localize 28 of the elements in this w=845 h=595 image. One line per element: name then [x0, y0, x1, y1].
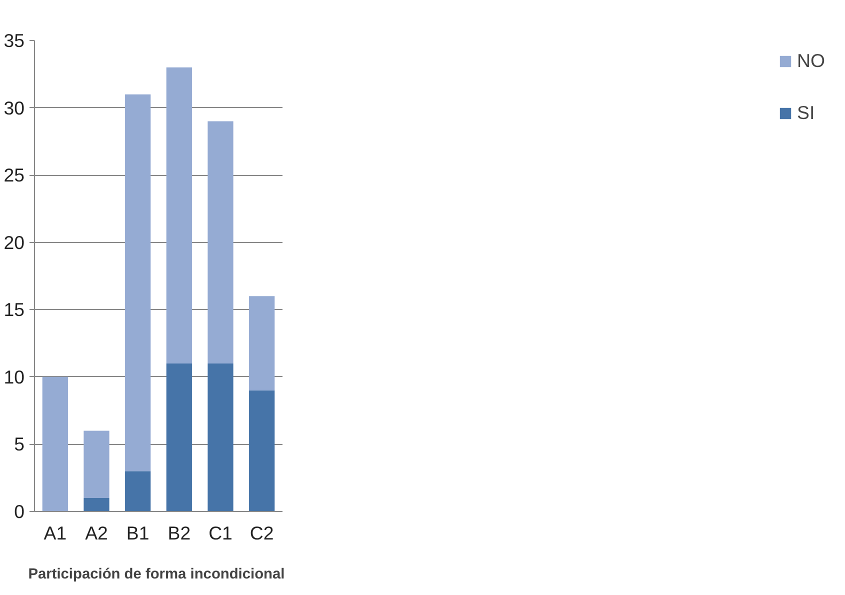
x-tick-label: A2 — [85, 522, 108, 544]
legend-label: SI — [797, 102, 816, 124]
y-tick-label: 25 — [4, 164, 25, 186]
bar — [84, 430, 110, 498]
bar — [208, 121, 234, 364]
y-tick-label: 15 — [4, 299, 25, 320]
bar — [249, 296, 275, 390]
y-tick-label: 10 — [4, 366, 25, 388]
bar — [166, 67, 192, 364]
y-tick-label: 30 — [4, 97, 25, 118]
y-tick-label: 35 — [4, 30, 25, 51]
bar — [125, 94, 151, 472]
x-axis-title: Participación de forma incondicional — [28, 566, 285, 582]
y-tick-label: 0 — [14, 501, 25, 522]
bar — [249, 390, 275, 512]
x-tick-label: B1 — [126, 522, 150, 544]
y-tick-label: 20 — [4, 232, 25, 253]
bar — [42, 376, 68, 512]
x-tick-label: C1 — [208, 522, 232, 544]
legend-label: NO — [797, 50, 825, 72]
bar — [208, 363, 234, 512]
x-tick-label: B2 — [168, 522, 191, 544]
bar — [166, 363, 192, 512]
x-tick-label: A1 — [44, 522, 67, 544]
y-tick-label: 5 — [14, 434, 25, 455]
x-tick-label: C2 — [250, 522, 274, 544]
bar — [125, 471, 151, 512]
bar — [84, 498, 110, 512]
